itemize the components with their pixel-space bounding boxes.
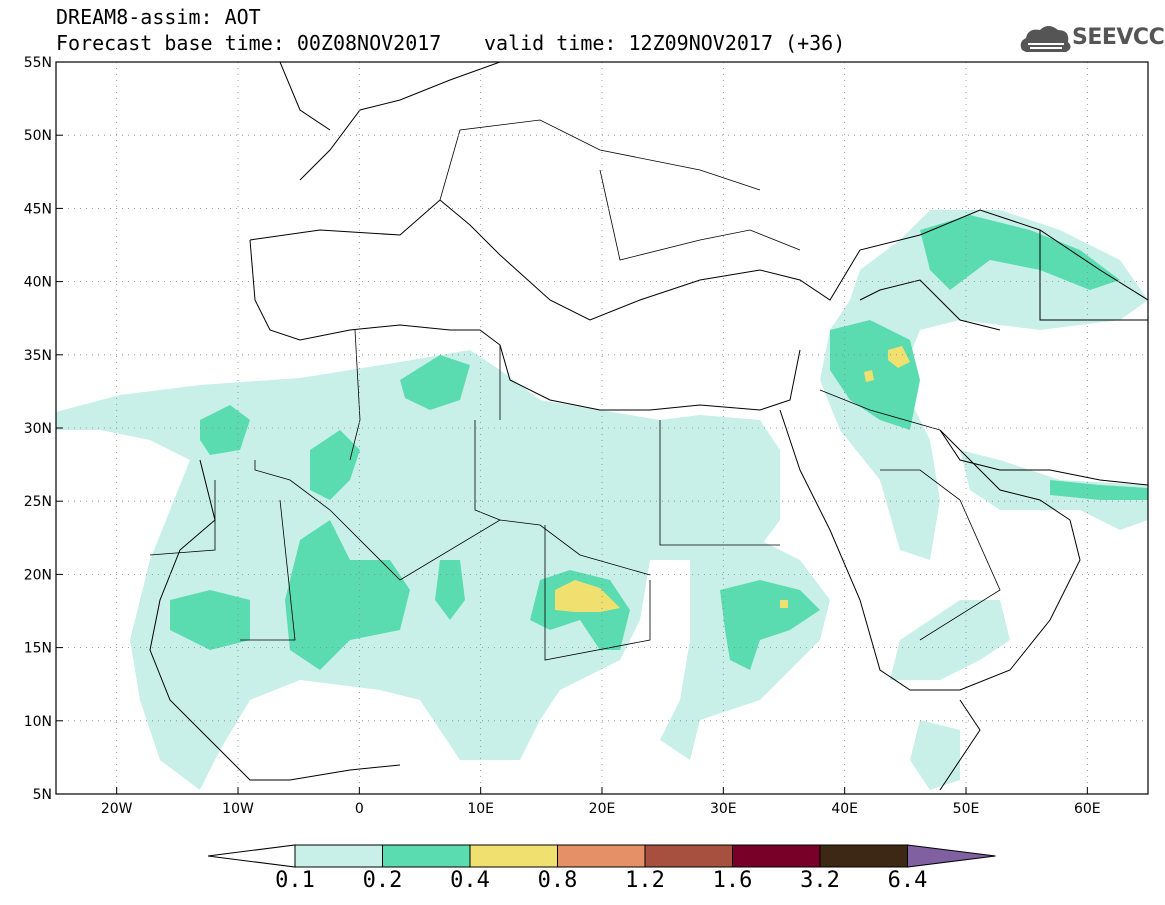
lat-label: 15N <box>24 641 52 657</box>
colorbar-label: 1.6 <box>712 868 753 893</box>
aot-0.4-0.8-area <box>555 346 910 612</box>
lat-label: 45N <box>24 201 52 217</box>
colorbar-swatch <box>732 844 821 868</box>
colorbar-label: 0.8 <box>537 868 578 893</box>
colorbar-swatch <box>382 844 471 868</box>
longitude-labels: 20W 10W 0 10E 20E 30E 40E 50E 60E <box>101 801 1101 817</box>
latitude-labels: 55N 50N 45N 40N 35N 30N 25N 20N 15N 10N 5N <box>24 55 52 803</box>
map-title: DREAM8-assim: AOT <box>56 5 261 29</box>
lat-label: 35N <box>24 348 52 364</box>
colorbar-swatch <box>644 844 733 868</box>
lat-label: 40N <box>24 275 52 291</box>
colorbar-label: 0.1 <box>275 868 315 893</box>
lat-label: 20N <box>24 567 52 583</box>
lon-label: 10W <box>222 801 254 817</box>
lat-label: 50N <box>24 128 52 144</box>
lon-label: 60E <box>1074 801 1101 817</box>
colorbar-label: 6.4 <box>887 868 928 893</box>
colorbar-swatch <box>469 844 558 868</box>
colorbar-label: 0.2 <box>362 868 403 893</box>
lon-label: 30E <box>710 801 737 817</box>
logo-text: SEEVCCC <box>1072 25 1165 50</box>
lon-label: 0 <box>355 801 364 817</box>
lat-lon-grid <box>56 62 1148 794</box>
colorbar-label: 0.4 <box>450 868 490 893</box>
lat-label: 25N <box>24 494 52 510</box>
lat-label: 10N <box>24 714 52 730</box>
lon-label: 20E <box>589 801 616 817</box>
lon-label: 50E <box>953 801 980 817</box>
axis-ticks <box>56 61 1088 795</box>
colorbar-swatch <box>819 844 908 868</box>
forecast-base-time: Forecast base time: 00Z08NOV2017 <box>56 31 442 55</box>
lon-label: 20W <box>101 801 133 817</box>
lon-label: 10E <box>467 801 494 817</box>
lat-label: 55N <box>24 55 52 71</box>
valid-time: valid time: 12Z09NOV2017 (+36) <box>484 31 846 55</box>
country-borders <box>149 119 1001 661</box>
lat-label: 30N <box>24 421 52 437</box>
lon-label: 40E <box>831 801 858 817</box>
colorbar-swatch <box>557 844 646 868</box>
colorbar <box>207 844 996 868</box>
colorbar-over-triangle <box>907 844 996 868</box>
lat-label: 5N <box>33 787 52 803</box>
colorbar-label: 3.2 <box>800 868 840 893</box>
cloud-logo-icon <box>1020 26 1071 52</box>
colorbar-swatch <box>294 844 383 868</box>
colorbar-label: 1.2 <box>625 868 665 893</box>
colorbar-under-triangle <box>207 844 296 868</box>
